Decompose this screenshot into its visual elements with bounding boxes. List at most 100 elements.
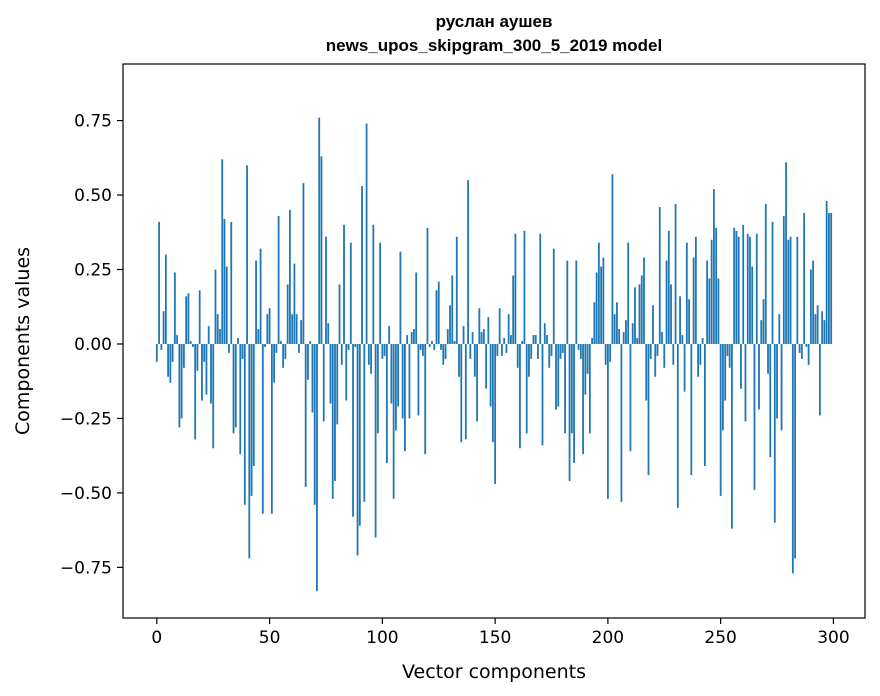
bar-78 [331,343,334,499]
bar-128 [444,343,447,359]
bar-156 [507,314,510,344]
bar-161 [519,343,521,449]
bar-101 [383,343,386,356]
bar-207 [622,332,625,344]
bar-136 [462,326,465,344]
bar-297 [825,201,828,344]
bar-160 [516,343,519,368]
bar-3 [162,311,165,344]
bar-112 [408,343,411,419]
bar-20 [201,343,203,401]
bar-228 [670,284,672,344]
bar-41 [248,343,251,559]
bar-122 [431,341,433,344]
bar-105 [392,343,395,499]
bar-250 [719,343,722,496]
bar-264 [751,266,754,344]
bar-93 [365,123,368,344]
bar-92 [363,343,366,502]
bar-293 [816,305,819,344]
bar-126 [440,343,442,350]
bar-224 [661,332,663,344]
bar-149 [491,343,494,443]
bar-16 [192,343,194,347]
bar-51 [270,343,273,514]
bar-205 [618,329,621,344]
bar-217 [645,343,648,401]
bar-231 [676,343,679,508]
bar-22 [205,343,208,395]
bar-187 [577,343,580,350]
bar-248 [715,227,718,344]
bar-89 [356,343,359,556]
bar-298 [828,212,830,344]
y-tick-label: 0.25 [74,261,112,281]
bar-58 [286,284,289,344]
bar-1 [158,221,160,344]
bar-208 [625,320,627,344]
bar-43 [252,343,255,467]
bar-82 [340,343,343,365]
bar-251 [722,343,724,431]
bar-4 [164,254,167,344]
bar-165 [528,343,530,377]
bar-70 [313,343,316,505]
bar-260 [742,224,745,344]
bar-191 [586,343,589,374]
bar-23 [207,326,210,344]
bar-42 [250,343,253,496]
bar-84 [345,343,348,401]
bar-10 [178,343,181,428]
bar-26 [214,269,217,344]
bar-50 [268,308,271,344]
bar-102 [385,343,388,464]
bar-86 [349,242,352,344]
bar-172 [543,323,546,344]
bar-240 [697,343,700,377]
bar-131 [451,275,454,344]
bar-286 [800,343,803,359]
chart-title-line2: news_upos_skipgram_300_5_2019 model [326,36,662,55]
bar-166 [530,343,533,359]
bar-45 [257,329,260,344]
bar-206 [620,343,623,502]
bar-174 [548,343,551,368]
bar-121 [428,343,431,347]
bar-72 [318,117,321,344]
bar-276 [778,314,781,344]
y-axis-label: Components values [12,247,34,435]
bar-178 [557,343,560,407]
y-tick-label: 0.50 [74,186,112,206]
bar-216 [643,257,645,344]
bar-168 [534,335,537,344]
bar-229 [672,343,675,365]
bar-138 [467,180,469,344]
bar-96 [372,224,375,344]
bar-183 [568,343,571,481]
bar-284 [796,236,799,344]
bar-53 [275,343,278,353]
bar-170 [539,233,542,344]
bar-212 [634,287,636,344]
bar-288 [805,343,808,347]
bar-81 [338,284,341,344]
bar-158 [512,275,515,344]
bar-285 [798,343,801,353]
bar-164 [525,343,528,434]
bar-196 [597,242,600,344]
bar-150 [494,343,497,484]
bar-214 [638,284,641,344]
bar-95 [370,343,372,374]
bar-247 [712,189,715,344]
bar-155 [505,343,508,353]
chart-title-line1: руслан аушев [436,12,553,31]
bar-54 [277,215,280,344]
bar-124 [435,290,438,344]
bar-145 [482,329,485,344]
bar-15 [189,341,192,344]
bar-132 [453,341,456,344]
bar-153 [500,343,503,356]
bar-39 [243,343,246,505]
bar-211 [631,323,634,344]
bar-253 [726,343,729,356]
